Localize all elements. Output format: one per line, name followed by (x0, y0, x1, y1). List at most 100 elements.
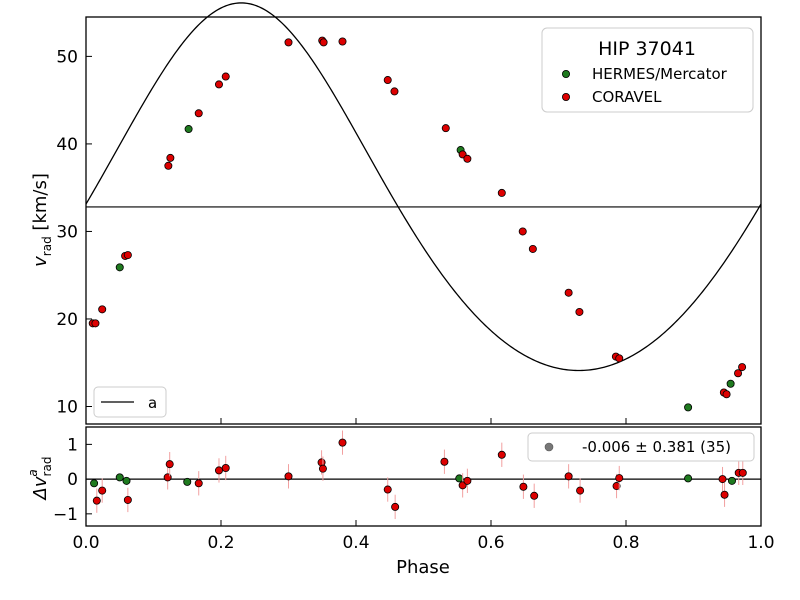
coravel-point (221, 72, 230, 81)
coravel-point (319, 38, 328, 47)
hermes-residual-point (727, 476, 736, 485)
coravel-residual-point (718, 475, 727, 484)
coravel-residual-point (497, 450, 506, 459)
coravel-residual-point (383, 485, 392, 494)
coravel-residual-point (92, 496, 101, 505)
coravel-point (615, 354, 624, 363)
coravel-residual-point (738, 468, 747, 477)
coravel-point (518, 227, 527, 236)
coravel-point (383, 76, 392, 85)
model-legend: a (93, 386, 167, 418)
top-y-axis-label: vrad [km/s] (30, 173, 54, 267)
x-tick-label: 0.6 (477, 533, 504, 553)
x-tick-label: 0.8 (612, 533, 639, 553)
coravel-point (497, 188, 506, 197)
coravel-point (722, 390, 731, 399)
coravel-point (734, 369, 743, 378)
x-tick-label: 0.0 (72, 533, 99, 553)
coravel-residual-point (615, 474, 624, 483)
coravel-point (463, 154, 472, 163)
legend-label-hermes: HERMES/Mercator (592, 65, 728, 83)
coravel-point (91, 319, 100, 328)
coravel-residual-point (318, 464, 327, 473)
residual-data-points (90, 430, 747, 520)
coravel-residual-point (519, 482, 528, 491)
hermes-residual-point (455, 474, 464, 483)
coravel-point (98, 305, 107, 314)
coravel-point (441, 124, 450, 133)
coravel-residual-point (214, 466, 223, 475)
residual-y-tick-label: 1 (67, 435, 78, 455)
hermes-point (684, 403, 693, 412)
x-axis-label: Phase (396, 557, 450, 578)
hermes-point (184, 125, 193, 134)
coravel-residual-point (284, 472, 293, 481)
hermes-point (115, 263, 124, 272)
coravel-residual-point (338, 438, 347, 447)
top-panel-frame (85, 16, 762, 425)
coravel-residual-point (194, 479, 203, 488)
legend-label-coravel: CORAVEL (592, 88, 662, 106)
model-legend-label: a (148, 394, 157, 412)
coravel-point (164, 161, 173, 170)
hermes-residual-point (183, 477, 192, 486)
coravel-residual-point (221, 463, 230, 472)
top-y-tick-label: 10 (56, 397, 78, 417)
coravel-residual-point (123, 495, 132, 504)
residual-panel-frame (85, 426, 762, 527)
hermes-residual-point (684, 474, 693, 483)
coravel-residual-point (440, 457, 449, 466)
top-data-points (88, 36, 747, 412)
top-y-tick-label: 20 (56, 310, 78, 330)
top-legend-box (541, 27, 754, 113)
orbit-model-curve (85, 2, 762, 372)
coravel-point (738, 363, 747, 372)
coravel-residual-point (576, 486, 585, 495)
hermes-residual-point (115, 473, 124, 482)
x-tick-label: 1.0 (747, 533, 774, 553)
coravel-point (564, 288, 573, 297)
coravel-point (528, 244, 537, 253)
coravel-residual-point (98, 486, 107, 495)
legend-title: HIP 37041 (598, 38, 696, 60)
residual-y-axis-label: Δvrada (26, 457, 54, 502)
residual-legend: -0.006 ± 0.381 (35) (527, 432, 755, 462)
residual-legend-label: -0.006 ± 0.381 (35) (582, 438, 731, 456)
coravel-point (194, 109, 203, 118)
coravel-residual-point (530, 491, 539, 500)
x-tick-label: 0.2 (207, 533, 234, 553)
top-y-tick-label: 30 (56, 222, 78, 242)
coravel-residual-point (564, 472, 573, 481)
coravel-point (214, 80, 223, 89)
coravel-residual-point (612, 482, 621, 491)
coravel-point (390, 87, 399, 96)
coravel-point (575, 307, 584, 316)
coravel-point (284, 38, 293, 47)
residual-y-tick-label: −1 (53, 505, 78, 525)
top-y-tick-label: 50 (56, 47, 78, 67)
top-panel: 10 20 30 40 50 vrad [km/s] HIP 37041 HERMES/… (30, 2, 762, 425)
top-legend: HIP 37041 HERMES/Mercator CORAVEL (541, 27, 754, 113)
legend-marker-hermes (562, 70, 571, 79)
coravel-residual-point (165, 460, 174, 469)
hermes-point (726, 379, 735, 388)
residual-legend-box (527, 432, 755, 462)
coravel-residual-point (391, 502, 400, 511)
residual-y-tick-label: 0 (67, 470, 78, 490)
top-y-tick-label: 40 (56, 135, 78, 155)
coravel-point (166, 153, 175, 162)
hermes-residual-point (122, 476, 131, 485)
residual-legend-marker (544, 442, 554, 452)
coravel-residual-point (463, 476, 472, 485)
x-tick-label: 0.4 (342, 533, 369, 553)
hermes-residual-point (90, 479, 99, 488)
legend-marker-coravel (562, 93, 571, 102)
residual-panel: −1 0 1 0.0 0.2 0.4 0.6 0.8 1.0 Δvrada -0.006 ± … (26, 418, 775, 578)
residual-y-ticks: −1 0 1 (53, 435, 92, 525)
coravel-point (338, 37, 347, 46)
coravel-residual-point (720, 490, 729, 499)
coravel-point (123, 251, 132, 260)
x-ticks: 0.0 0.2 0.4 0.6 0.8 1.0 (72, 418, 775, 553)
top-y-ticks: 10 20 30 40 50 (56, 47, 92, 417)
